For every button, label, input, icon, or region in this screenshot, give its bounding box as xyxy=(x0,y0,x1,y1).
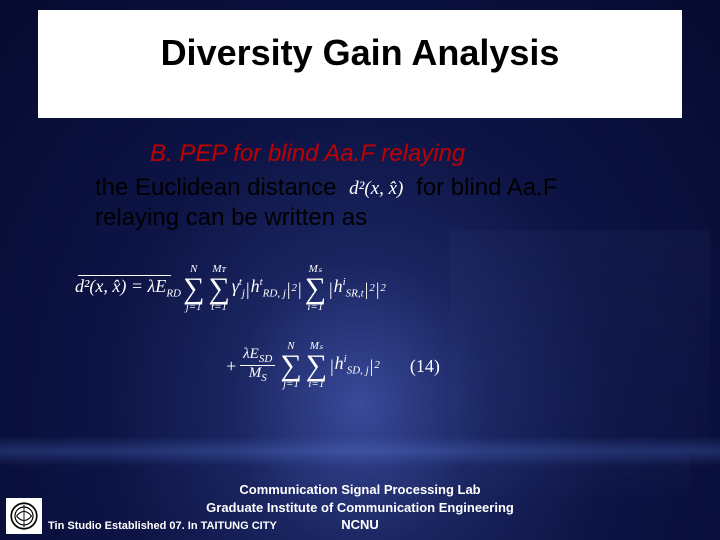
section-subtitle: B. PEP for blind Aa.F relaying xyxy=(150,140,465,168)
equation-lhs: d²(x, x̂) = λERD xyxy=(75,277,181,300)
h-sd-term: hiSD, j xyxy=(335,354,369,377)
inline-equation-d2: d²(x, x̂) xyxy=(343,178,409,200)
body-line-1: the Euclidean distance d²(x, x̂) for bli… xyxy=(95,174,557,202)
body-text-1b: for blind Aa.F xyxy=(416,174,557,201)
footer-line-3: NCNU xyxy=(0,516,720,534)
plus-sign: + xyxy=(225,357,237,375)
body-line-2: relaying can be written as xyxy=(95,204,367,232)
background-decoration xyxy=(450,230,710,450)
sum-1: N ∑ j=1 xyxy=(183,264,204,313)
sum-2: Mᴛ ∑ t=1 xyxy=(208,264,229,313)
sum-3: Mₛ ∑ i=1 xyxy=(305,264,326,313)
h-sr-term: hiSR,t xyxy=(334,277,364,300)
body-text-1a: the Euclidean distance xyxy=(95,174,337,201)
gamma-term: γtj xyxy=(232,277,245,300)
footer-center: Communication Signal Processing Lab Grad… xyxy=(0,481,720,534)
equation-14: d²(x, x̂) = λERD N ∑ j=1 Mᴛ ∑ t=1 γtj | … xyxy=(75,264,440,390)
equation-row-1: d²(x, x̂) = λERD N ∑ j=1 Mᴛ ∑ t=1 γtj | … xyxy=(75,264,440,313)
sum-5: Mₛ ∑ i=1 xyxy=(306,341,327,390)
fraction-term: λESD MS xyxy=(240,347,275,384)
footer-line-1: Communication Signal Processing Lab xyxy=(0,481,720,499)
horizontal-glow-line xyxy=(0,436,720,466)
equation-row-2: + λESD MS N ∑ j=1 Mₛ ∑ i=1 | hiSD, j |2 … xyxy=(225,341,440,390)
h-rd-term: htRD, j xyxy=(251,277,286,300)
slide-title: Diversity Gain Analysis xyxy=(0,32,720,74)
sum-4: N ∑ j=1 xyxy=(280,341,301,390)
footer-line-2: Graduate Institute of Communication Engi… xyxy=(0,499,720,517)
equation-number: (14) xyxy=(410,357,440,375)
